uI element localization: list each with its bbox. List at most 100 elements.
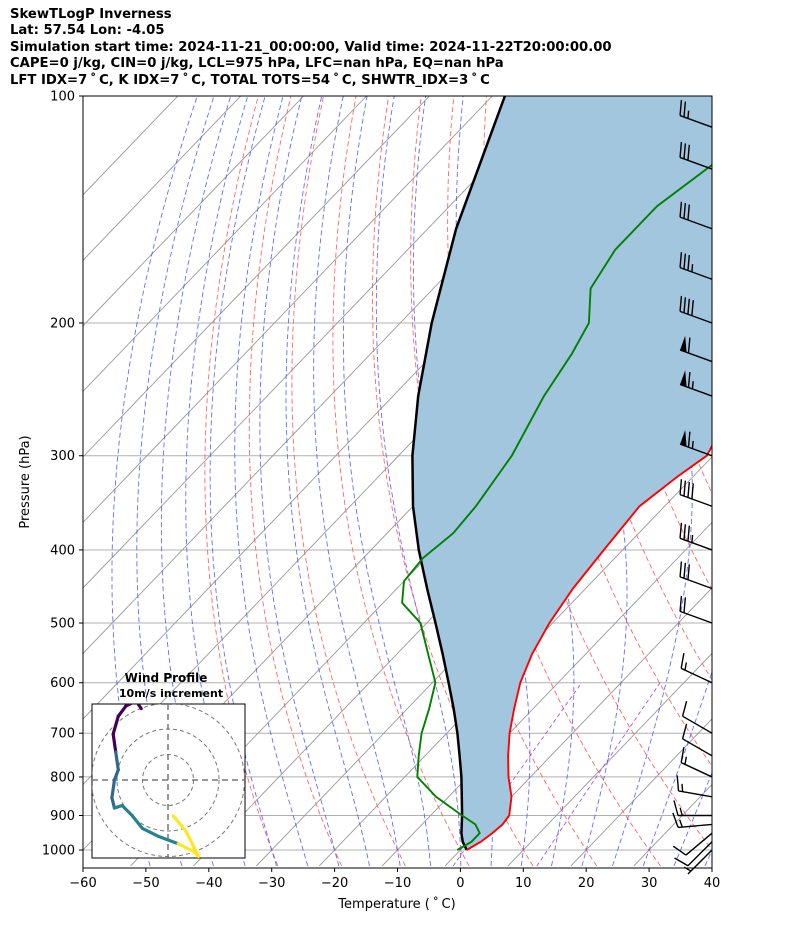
barb-full <box>687 371 691 388</box>
barb-staff <box>680 761 713 778</box>
inset-ring <box>142 754 194 806</box>
barb-full <box>672 845 687 856</box>
dry-adiabat <box>248 96 343 867</box>
barb-half <box>691 381 694 389</box>
barb-full <box>683 480 687 497</box>
y-tick-label: 600 <box>50 676 75 691</box>
barb-full <box>683 524 687 540</box>
moist-adiabat <box>136 96 215 867</box>
wind-barb <box>679 430 713 457</box>
barb-staff <box>679 537 713 551</box>
hodograph-segment <box>114 750 120 772</box>
x-tick-label: −10 <box>384 876 411 891</box>
x-tick-label: −60 <box>69 876 96 891</box>
barb-full <box>681 723 688 739</box>
y-tick-label: 500 <box>50 617 75 632</box>
barb-full <box>679 201 683 218</box>
x-tick-label: −50 <box>132 876 159 891</box>
dry-adiabat <box>204 96 279 867</box>
location-line: Lat: 57.54 Lon: -4.05 <box>10 23 165 39</box>
barb-staff <box>679 114 713 128</box>
hodograph-segment <box>124 704 134 708</box>
barb-full <box>679 141 683 158</box>
barb-staff <box>687 841 713 867</box>
barb-staff <box>680 667 713 684</box>
wind-barb <box>672 832 713 856</box>
dry-adiabat <box>291 96 406 867</box>
wind-barb <box>673 800 712 817</box>
barb-staff <box>687 849 713 875</box>
moist-adiabat <box>185 96 249 867</box>
barb-full <box>687 144 691 161</box>
barb-half <box>679 807 683 816</box>
chart-header: SkewTLogP Inverness Lat: 57.54 Lon: -4.0… <box>10 7 612 89</box>
barb-half <box>691 534 694 543</box>
wind-barb <box>680 652 713 684</box>
inset-title: Wind Profile <box>125 671 208 685</box>
barb-full <box>680 747 685 763</box>
hodograph-segment <box>111 732 118 754</box>
chart-title: SkewTLogP Inverness <box>10 7 172 22</box>
isotherm <box>83 96 304 327</box>
x-tick-label: 10 <box>515 876 532 891</box>
barb-staff <box>685 832 713 856</box>
cape-line: CAPE=0 j/kg, CIN=0 j/kg, LCL=975 hPa, LF… <box>10 56 504 72</box>
dry-adiabat <box>332 96 470 867</box>
inset-ring <box>116 728 220 832</box>
y-tick-label: 400 <box>50 543 75 558</box>
barb-full <box>679 479 683 495</box>
x-tick-label: 0 <box>456 876 464 891</box>
inset-subtitle: 10m/s increment <box>119 687 223 700</box>
barb-full <box>679 522 683 539</box>
y-tick-label: 300 <box>50 449 75 464</box>
wind-barb <box>681 723 713 757</box>
wind-barb <box>672 812 713 829</box>
wind-barb <box>674 841 713 867</box>
wind-barb <box>679 295 713 324</box>
barb-half <box>691 440 694 449</box>
y-tick-label: 800 <box>50 770 75 785</box>
y-tick-label: 700 <box>50 727 75 742</box>
x-axis-label: Temperature ( ˚ C) <box>337 896 455 912</box>
barb-full <box>691 300 694 316</box>
barb-staff <box>679 156 713 170</box>
wind-barb <box>679 370 713 397</box>
hodograph-segment <box>110 778 117 800</box>
x-tick-label: −30 <box>258 876 285 891</box>
barb-full <box>687 525 691 542</box>
isotherm <box>83 96 430 458</box>
hodograph-segment <box>171 814 188 833</box>
index-line: LFT IDX=7 ˚ C, K IDX=7 ˚ C, TOTAL TOTS=5… <box>10 72 490 88</box>
hodograph-segment <box>112 768 120 782</box>
barb-full <box>672 812 679 828</box>
moist-adiabat <box>704 848 712 867</box>
dry-adiabat <box>372 96 534 867</box>
barb-half <box>684 756 688 765</box>
moist-adiabat <box>259 96 340 867</box>
isotherm <box>83 96 242 261</box>
hodograph-segment <box>120 803 134 818</box>
wind-barb <box>676 775 713 798</box>
moist-adiabat <box>111 96 198 867</box>
x-axis-ticks: −60 −50 −40 −30 −20 −10 0 10 20 30 40 <box>69 868 720 891</box>
barb-full <box>679 595 683 612</box>
hodograph-segment <box>136 704 143 711</box>
isotherm <box>444 587 712 867</box>
y-axis-ticks: 1000 900 800 700 600 500 400 300 200 100 <box>42 90 83 859</box>
hodograph-segment <box>110 796 117 810</box>
barb-full <box>683 203 687 219</box>
barb-staff <box>678 790 713 798</box>
hodograph-segment <box>156 834 180 846</box>
barb-full <box>673 800 679 816</box>
dry-adiabat <box>747 96 794 866</box>
moist-adiabat <box>285 96 371 867</box>
barb-full <box>679 561 683 577</box>
profile-lines <box>401 96 712 851</box>
inset-ring <box>92 704 245 857</box>
wind-barb <box>681 701 713 734</box>
moist-adiabat <box>673 771 712 867</box>
barb-full <box>683 143 687 159</box>
wind-barb <box>679 100 713 128</box>
barb-half <box>691 264 694 272</box>
barb-staff <box>679 310 713 324</box>
